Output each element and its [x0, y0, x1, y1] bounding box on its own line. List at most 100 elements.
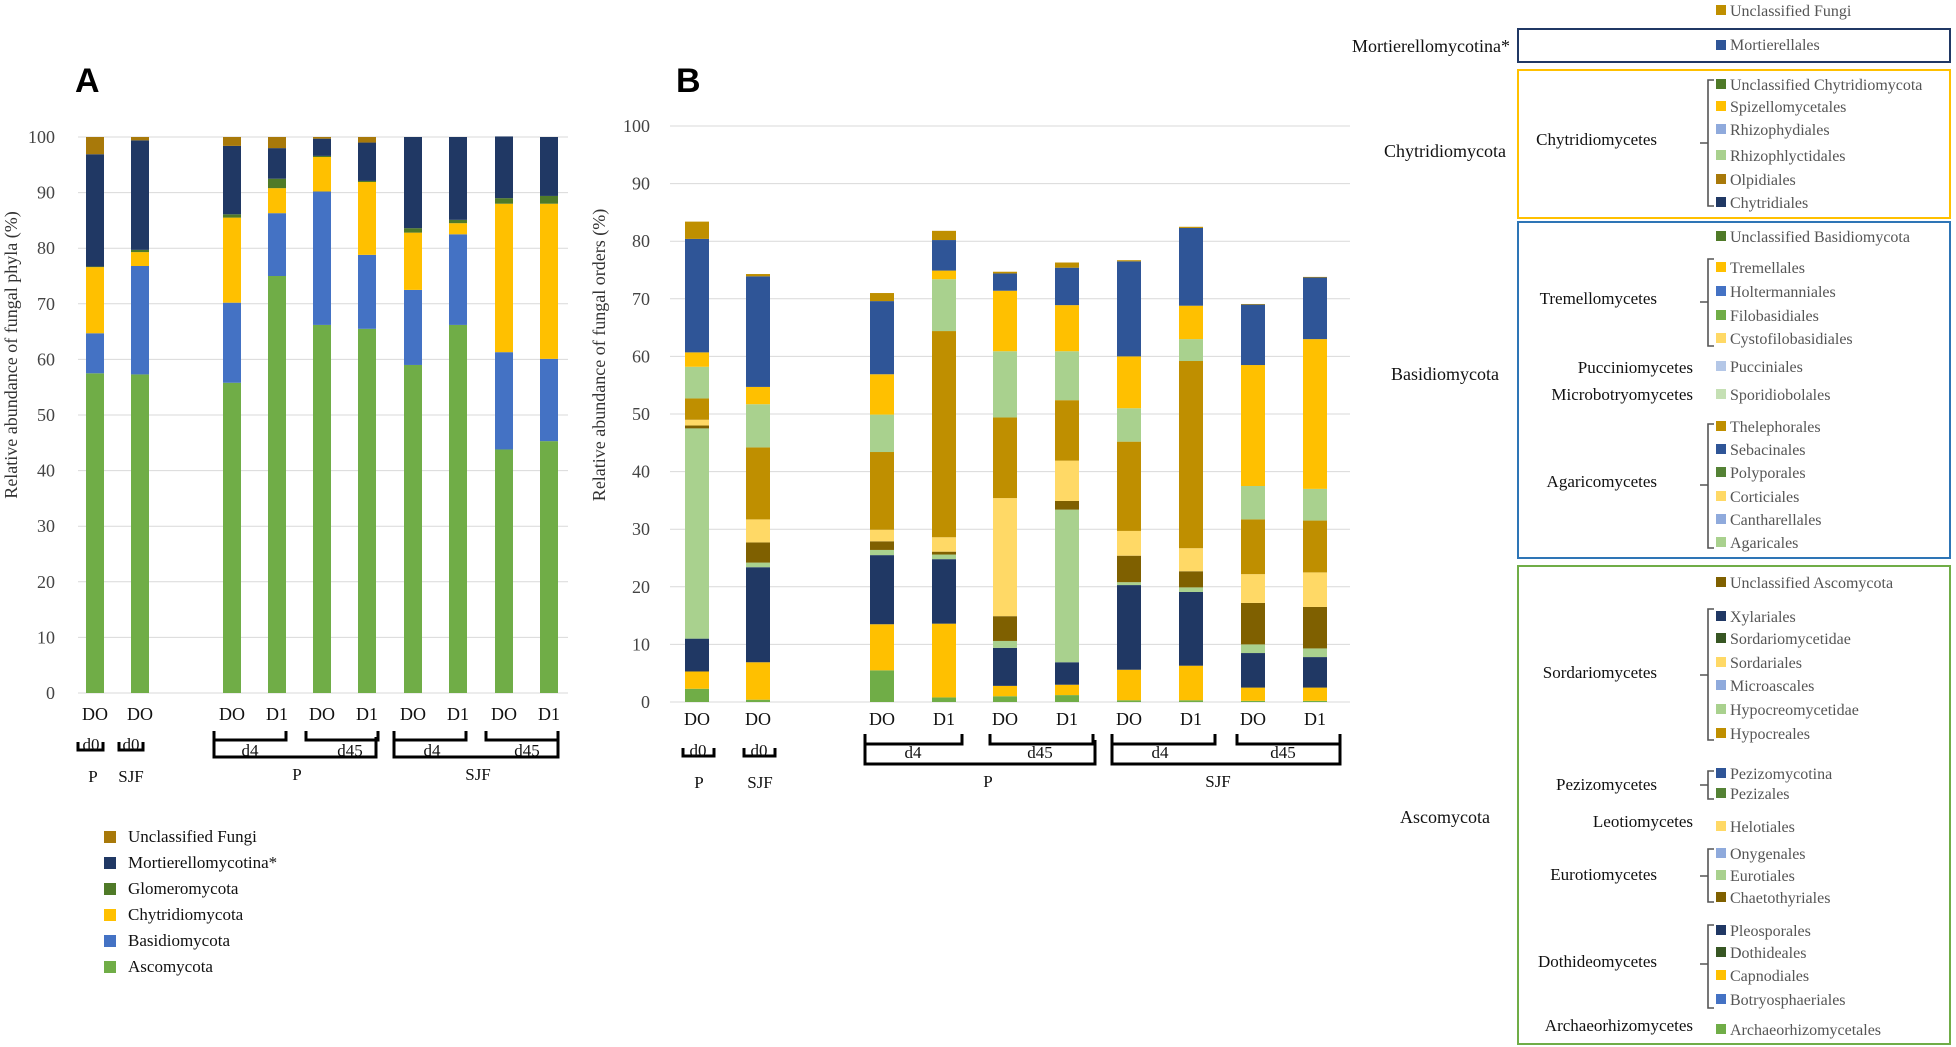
bar-segment-eurotiales [932, 554, 956, 560]
bar-segment-pleosporales [1117, 585, 1141, 670]
bar-segment-archaeorhizomycetales [1179, 700, 1203, 702]
bar-segment-capnodiales [1055, 684, 1079, 696]
bar-segment-archaeorhizomycetales [1241, 700, 1265, 702]
legend-label-cystofilobasidiales: Cystofilobasidiales [1730, 331, 1853, 348]
bar-segment-unclassified-fungi [86, 137, 104, 155]
legend-label-mortierellales: Mortierellales [1730, 37, 1820, 54]
bar-stack-p-d4-d1 [268, 137, 286, 693]
bar-segment-eurotiales [870, 549, 894, 556]
legend-swatch-capnodiales [1716, 970, 1726, 980]
basidiomycota-box [1517, 221, 1951, 559]
bar-segment-mortierellales [746, 276, 770, 387]
legend-swatch-eurotiales [1716, 870, 1726, 880]
bar-segment-glomeromycota [495, 198, 513, 204]
bar-segment-ascomycota [131, 374, 149, 693]
bar-segment-mortierellales [993, 273, 1017, 291]
bar-segment-mortierellomycotina [449, 137, 467, 220]
bar-segment-mortierellomycotina [313, 138, 331, 156]
bar-segment-capnodiales [932, 623, 956, 698]
bar-segment-tremellales [1303, 339, 1327, 489]
bar-stack-p-d45-d1 [358, 137, 376, 693]
bar-stack-p-d4-d1 [932, 230, 956, 702]
bar-segment-hypocreales [870, 452, 894, 530]
legend-swatch-sordariomycetidae [1716, 633, 1726, 643]
bar-segment-glomeromycota [131, 249, 149, 253]
legend-label-capnodiales: Capnodiales [1730, 968, 1809, 985]
legend-swatch-chytridiomycota [104, 909, 116, 921]
bar-segment-chytridiomycota [449, 223, 467, 235]
bar-stack-sjf-d45-do [495, 136, 513, 693]
category-label: DO [400, 704, 426, 724]
legend-swatch-cystofilobasidiales [1716, 333, 1726, 343]
legend-label-sporidiobolales: Sporidiobolales [1730, 387, 1830, 404]
legend-swatch-ascomycota [104, 961, 116, 973]
legend-swatch-basidiomycota [104, 935, 116, 947]
panel-b-letter: B [676, 62, 701, 100]
bar-segment-chaetothyriales [932, 551, 956, 555]
bar-stack-p-d4-do [870, 293, 894, 702]
bar-segment-agaricales [1241, 486, 1265, 520]
legend-swatch-sporidiobolales [1716, 389, 1726, 399]
y-tick-label: 50 [632, 404, 650, 424]
y-tick-label: 90 [37, 183, 55, 203]
bar-segment-chaetothyriales [1117, 555, 1141, 583]
legend-swatch-pleosporales [1716, 925, 1726, 935]
bar-segment-unclassified-fungi [131, 137, 149, 141]
panel-a-brackets [76, 731, 560, 759]
legend-label-sebacinales: Sebacinales [1730, 442, 1806, 459]
bar-segment-ascomycota [268, 276, 286, 693]
bar-segment-unclassified-fungi [1303, 276, 1327, 278]
bar-stack-sjf-d4-d1 [449, 137, 467, 693]
bar-segment-eurotiales [1117, 582, 1141, 586]
bar-segment-helotiales [1055, 460, 1079, 501]
order-legend-items: Unclassified Chytridiomycota Spizellomyce… [1716, 77, 1922, 1039]
class-label-tremellomycetes: Tremellomycetes [1540, 289, 1657, 308]
bar-segment-ascomycota [404, 364, 422, 693]
legend-swatch-botryosphaeriales [1716, 994, 1726, 1004]
category-label: D1 [933, 709, 955, 729]
panel-a-legend: Unclassified Fungi Mortierellomycotina* Gl… [104, 827, 277, 976]
label-a-p-small: P [88, 767, 97, 786]
legend-label-pleosporales: Pleosporales [1730, 923, 1811, 940]
category-label: DO [684, 709, 710, 729]
bar-segment-chaetothyriales [870, 541, 894, 550]
bar-segment-helotiales [1241, 574, 1265, 603]
bar-segment-tremellales [1055, 305, 1079, 352]
bar-segment-basidiomycota [313, 191, 331, 325]
bar-segment-hypocreales [932, 331, 956, 538]
legend-label-agaricales: Agaricales [1730, 535, 1798, 552]
bar-stack-sjf-d45-d1 [1303, 276, 1327, 702]
bar-segment-pleosporales [870, 555, 894, 625]
bar-segment-unclassified-fungi [1117, 260, 1141, 262]
legend-swatch-pucciniales [1716, 361, 1726, 371]
category-label: DO [491, 704, 517, 724]
bracket-a-d4-sjf [392, 731, 468, 742]
bar-segment-basidiomycota [131, 265, 149, 375]
bar-segment-basidiomycota [449, 234, 467, 325]
bracket-a-d45-p [304, 731, 380, 742]
bar-segment-eurotiales [1241, 644, 1265, 654]
legend-label-xylariales: Xylariales [1730, 609, 1796, 626]
bar-stack-p-d45-d1 [1055, 262, 1079, 702]
bracket-chytridiomycetes [1700, 79, 1714, 207]
legend-swatch-microascales [1716, 680, 1726, 690]
legend-swatch-spizellomycetales [1716, 101, 1726, 111]
bar-segment-capnodiales [1117, 669, 1141, 701]
class-label-chytridiomycetes: Chytridiomycetes [1536, 130, 1657, 149]
y-tick-label: 60 [632, 346, 650, 366]
label-b-p: P [983, 772, 992, 791]
bar-segment-agaricales [1179, 339, 1203, 362]
bar-segment-hypocreales [1055, 400, 1079, 461]
bar-segment-chytridiomycota [86, 267, 104, 334]
label-a-d4-p: d4 [242, 741, 260, 760]
legend-label-unclassified-ascomycota: Unclassified Ascomycota [1730, 575, 1893, 592]
label-b-d45-sjf: d45 [1270, 743, 1296, 762]
bar-segment-archaeorhizomycetales [1117, 700, 1141, 702]
category-label: D1 [266, 704, 288, 724]
label-a-sjf-small: SJF [118, 767, 144, 786]
panel-b-categories: DO DO DO D1 DO D1 DO D1 DO D1 [684, 709, 1326, 729]
bar-segment-helotiales [1179, 548, 1203, 572]
legend-label-tremellales: Tremellales [1730, 260, 1805, 277]
bar-segment-capnodiales [1303, 687, 1327, 701]
bar-segment-eurotiales [746, 562, 770, 568]
